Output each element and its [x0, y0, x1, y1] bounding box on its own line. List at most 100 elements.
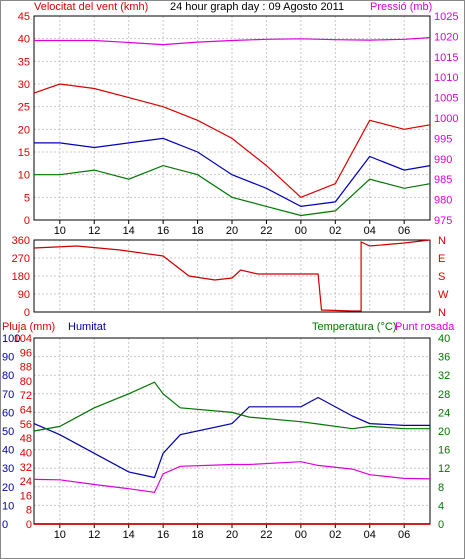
x-tick-label: 20	[226, 225, 238, 237]
wind-average-line	[34, 137, 431, 208]
rain-tick-label: 32	[20, 462, 32, 474]
temperature-tick-label: 36	[438, 352, 450, 364]
direction-tick-label: 180	[12, 271, 30, 283]
direction-tick-label: 270	[12, 253, 30, 265]
pressure-line	[34, 37, 431, 46]
wind-tick-label: 0	[24, 215, 30, 227]
wind-x-axis: 10 12 14 16 18 20 22 00 02 04 06	[54, 220, 410, 237]
pressure-tick-label: 1015	[434, 52, 458, 64]
temperature-line	[33, 381, 430, 432]
rain-tick-label: 40	[20, 447, 32, 459]
x-tick-label: 02	[329, 529, 341, 541]
temperature-tick-label: 8	[438, 482, 444, 494]
compass-label: E	[438, 253, 445, 265]
direction-plot-frame	[33, 239, 431, 313]
temperature-series	[33, 381, 431, 525]
wind-tick-label: 20	[18, 124, 30, 136]
wind-y-axis: 0 5 10 15 20 25 30 35 40 45	[18, 11, 30, 227]
wind-tick-label: 40	[18, 34, 30, 46]
humidity-tick-label: 90	[2, 352, 14, 364]
dew-point-title: Punt rosada	[395, 321, 455, 333]
x-tick-label: 22	[260, 225, 272, 237]
pressure-tick-label: 1020	[434, 31, 458, 43]
x-tick-label: 18	[191, 225, 203, 237]
x-tick-label: 12	[88, 225, 100, 237]
wind-pressure-panel: Velocitat del vent (kmh) 24 hour graph d…	[18, 1, 459, 237]
wind-tick-label: 30	[18, 79, 30, 91]
humidity-tick-label: 20	[2, 482, 14, 494]
x-tick-label: 10	[54, 529, 66, 541]
x-tick-label: 14	[123, 225, 135, 237]
pressure-tick-label: 1000	[434, 113, 458, 125]
x-tick-label: 10	[54, 225, 66, 237]
temperature-tick-label: 40	[438, 333, 450, 345]
pressure-tick-label: 975	[434, 215, 452, 227]
x-tick-label: 16	[157, 225, 169, 237]
temperature-tick-label: 24	[438, 407, 450, 419]
humidity-tick-label: 80	[2, 370, 14, 382]
pressure-tick-label: 995	[434, 133, 452, 145]
compass-label: N	[438, 235, 446, 247]
wind-tick-label: 10	[18, 170, 30, 182]
temperature-grid	[34, 337, 430, 525]
pressure-y-axis: 975 980 985 990 995 1000 1005 1010 1015 1020 1025	[434, 11, 458, 227]
temperature-tick-label: 16	[438, 445, 450, 457]
rain-tick-label: 0	[26, 519, 32, 531]
humidity-tick-label: 100	[2, 333, 20, 345]
wind-title: Velocitat del vent (kmh)	[34, 1, 148, 13]
x-tick-label: 12	[88, 529, 100, 541]
compass-label: S	[438, 271, 445, 283]
temperature-humidity-panel: Pluja (mm) Humitat Temperatura (°C) Punt…	[2, 321, 455, 541]
direction-tick-label: 360	[12, 235, 30, 247]
humidity-tick-label: 0	[2, 519, 8, 531]
x-tick-label: 20	[226, 529, 238, 541]
rain-title: Pluja (mm)	[2, 321, 55, 333]
pressure-tick-label: 1025	[434, 11, 458, 23]
dew-point-line	[33, 461, 431, 494]
wind-tick-label: 45	[18, 11, 30, 23]
humidity-tick-label: 40	[2, 445, 14, 457]
direction-y-axis: 0 90 180 270 360	[12, 235, 30, 319]
rain-tick-label: 80	[20, 376, 32, 388]
humidity-tick-label: 10	[2, 500, 14, 512]
rain-tick-label: 48	[20, 433, 32, 445]
x-tick-label: 06	[398, 529, 410, 541]
temperature-tick-label: 20	[438, 426, 450, 438]
pressure-tick-label: 985	[434, 174, 452, 186]
rain-tick-label: 16	[20, 490, 32, 502]
rain-tick-label: 96	[20, 347, 32, 359]
humidity-line	[33, 396, 430, 479]
x-tick-label: 22	[260, 529, 272, 541]
x-tick-label: 16	[157, 529, 169, 541]
temperature-tick-label: 0	[438, 519, 444, 531]
x-tick-label: 00	[295, 225, 307, 237]
wind-direction-line	[33, 239, 431, 312]
rain-tick-label: 24	[20, 476, 32, 488]
rain-y-axis: 0 8 16 24 32 40 48 56 64 72 80 88 96 104	[14, 333, 32, 531]
humidity-tick-label: 60	[2, 407, 14, 419]
pressure-tick-label: 980	[434, 195, 452, 207]
x-tick-label: 06	[398, 225, 410, 237]
wind-minimum-line	[34, 164, 431, 217]
x-tick-label: 04	[364, 529, 376, 541]
rain-tick-label: 88	[20, 362, 32, 374]
x-tick-label: 14	[123, 529, 135, 541]
pressure-tick-label: 1005	[434, 93, 458, 105]
rain-tick-label: 104	[14, 333, 32, 345]
temperature-tick-label: 28	[438, 389, 450, 401]
humidity-title: Humitat	[68, 321, 106, 333]
pressure-tick-label: 1010	[434, 72, 458, 84]
direction-tick-label: 90	[18, 289, 30, 301]
temperature-tick-label: 12	[438, 463, 450, 475]
direction-series	[33, 239, 431, 312]
temperature-title: Temperatura (°C)	[312, 321, 396, 333]
x-tick-label: 02	[329, 225, 341, 237]
humidity-tick-label: 70	[2, 389, 14, 401]
pressure-tick-label: 990	[434, 154, 452, 166]
wind-gust-line	[33, 83, 431, 198]
rain-tick-label: 72	[20, 390, 32, 402]
humidity-tick-label: 30	[2, 463, 14, 475]
